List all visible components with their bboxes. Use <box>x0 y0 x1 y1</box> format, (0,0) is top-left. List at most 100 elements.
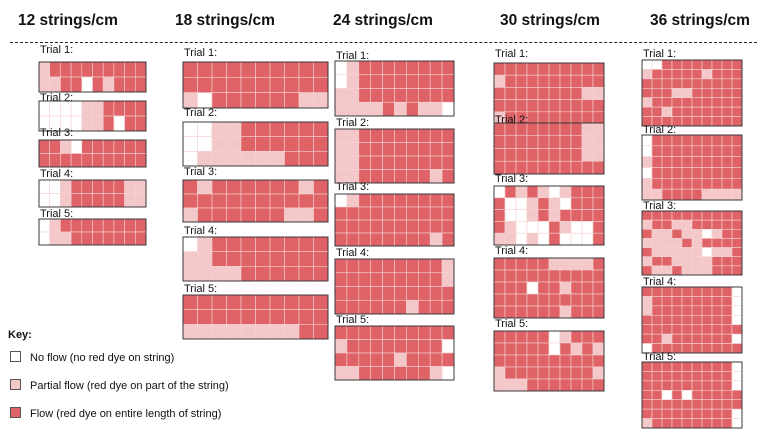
cell-flow <box>197 77 213 93</box>
cell-flow <box>92 61 104 78</box>
cell-flow <box>255 136 271 152</box>
cell-flow <box>406 258 419 274</box>
trial-label: Trial 2: <box>643 124 677 136</box>
trial-label: Trial 5: <box>643 351 677 363</box>
cell-no-flow <box>641 145 653 157</box>
cell-flow <box>581 99 594 113</box>
cell-flow <box>711 324 723 335</box>
cell-partial-flow <box>135 193 147 208</box>
cell-no-flow <box>515 232 528 246</box>
cell-flow <box>49 61 61 78</box>
cell-partial-flow <box>592 148 605 162</box>
cell-flow <box>570 148 583 162</box>
cell-flow <box>394 286 407 301</box>
cell-flow <box>641 324 653 335</box>
cell-flow <box>515 135 528 149</box>
cell-flow <box>346 352 360 367</box>
grid-border <box>641 286 743 354</box>
cell-flow <box>559 209 572 222</box>
trial-label: Trial 4: <box>643 276 677 288</box>
cell-flow <box>382 339 395 354</box>
cell-flow <box>691 380 703 391</box>
column-header: 12 strings/cm <box>18 12 118 29</box>
cell-flow <box>641 286 653 297</box>
cell-partial-flow <box>346 101 360 117</box>
cell-flow <box>651 380 663 391</box>
cell-flow <box>284 61 300 78</box>
cell-flow <box>92 153 104 168</box>
cell-flow <box>240 193 256 209</box>
cell-flow <box>711 78 723 89</box>
cell-flow <box>394 155 407 170</box>
cell-flow <box>721 238 733 248</box>
cell-partial-flow <box>548 197 561 210</box>
cell-no-flow <box>113 115 125 132</box>
cell-partial-flow <box>570 342 583 356</box>
cell-flow <box>493 330 506 344</box>
cell-flow <box>441 88 455 103</box>
cell-flow <box>240 77 256 93</box>
cell-no-flow <box>641 134 653 147</box>
cell-flow <box>651 361 663 372</box>
cell-flow <box>370 74 383 89</box>
cell-flow <box>559 62 572 76</box>
cell-flow <box>418 299 431 315</box>
cell-flow <box>731 389 743 401</box>
cell-flow <box>493 221 506 234</box>
cell-partial-flow <box>641 418 653 429</box>
cell-flow <box>102 193 115 208</box>
cell-flow <box>493 354 506 368</box>
cell-flow <box>429 155 443 170</box>
cell-flow <box>537 197 550 210</box>
trial-label: Trial 5: <box>336 314 370 326</box>
cell-flow <box>370 366 383 381</box>
cell-flow <box>548 269 561 283</box>
cell-flow <box>418 155 431 170</box>
cell-flow <box>537 269 550 283</box>
cell-flow <box>570 281 583 295</box>
trial-grid <box>38 179 147 208</box>
cell-no-flow <box>731 314 743 326</box>
cell-flow <box>124 61 136 78</box>
cell-flow <box>284 236 300 252</box>
cell-flow <box>721 389 733 401</box>
cell-flow <box>537 257 550 271</box>
cell-flow <box>526 378 539 392</box>
cell-flow <box>406 272 419 287</box>
cell-no-flow <box>641 59 653 70</box>
cell-flow <box>711 380 723 391</box>
cell-partial-flow <box>581 135 594 149</box>
cell-flow <box>394 193 407 208</box>
cell-partial-flow <box>559 330 572 344</box>
cell-flow <box>102 153 115 168</box>
cell-flow <box>60 61 72 78</box>
cell-flow <box>661 188 673 201</box>
cell-flow <box>592 185 605 199</box>
cell-flow <box>559 354 572 368</box>
cell-flow <box>346 258 360 274</box>
cell-flow <box>671 134 683 147</box>
cell-flow <box>701 418 713 429</box>
cell-flow <box>570 330 583 344</box>
cell-no-flow <box>38 218 50 233</box>
key-title: Key: <box>8 329 32 341</box>
cell-no-flow <box>38 179 50 194</box>
cell-flow <box>418 272 431 287</box>
cell-flow <box>721 134 733 147</box>
cell-partial-flow <box>651 247 663 258</box>
cell-flow <box>240 236 256 252</box>
cell-flow <box>721 296 733 307</box>
cell-no-flow <box>701 228 713 239</box>
cell-flow <box>298 77 314 93</box>
cell-flow <box>691 314 703 326</box>
grid-border <box>641 361 743 429</box>
cell-flow <box>671 380 683 391</box>
cell-flow <box>537 99 550 113</box>
cell-flow <box>255 251 271 267</box>
cell-flow <box>515 148 528 162</box>
cell-flow <box>711 87 723 99</box>
cell-flow <box>711 106 723 117</box>
cell-flow <box>526 160 539 175</box>
cell-flow <box>358 193 371 208</box>
cell-flow <box>334 325 348 340</box>
